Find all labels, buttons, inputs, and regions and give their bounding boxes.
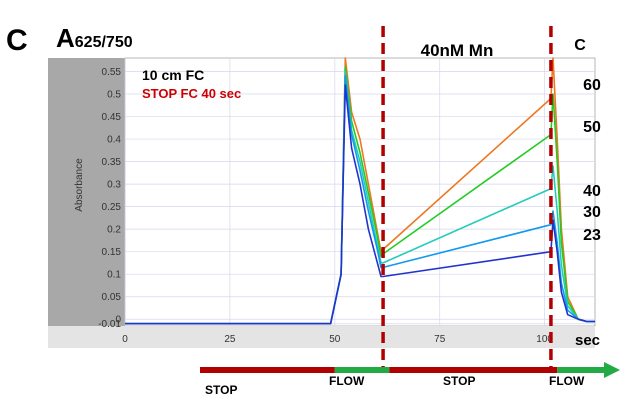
x-tick-labels: 0 25 50 75 100 xyxy=(122,334,553,345)
y-tick-6: 0.25 xyxy=(102,202,122,213)
series-temperature-labels: 60 50 40 30 23 xyxy=(583,77,601,244)
x-tick-3: 75 xyxy=(434,334,446,345)
x-unit-label: sec xyxy=(575,332,600,349)
x-tick-4: 100 xyxy=(536,334,553,345)
gridlines xyxy=(124,58,595,326)
series-line-23 xyxy=(125,84,595,325)
condition-label: 40nM Mn xyxy=(421,41,494,60)
temp-label-23: 23 xyxy=(583,227,601,244)
y-tick-1: 0 xyxy=(115,315,121,326)
y-tick-3: 0.1 xyxy=(107,270,121,281)
x-tick-0: 0 xyxy=(122,334,128,345)
x-axis-panel xyxy=(48,326,595,348)
temp-label-30: 30 xyxy=(583,204,601,221)
y-tick-2: 0.05 xyxy=(102,292,122,303)
y-tick-0: -0.01 xyxy=(98,319,121,330)
phase-label-flow-1: FLOW xyxy=(329,374,365,388)
note-stop-duration: STOP FC 40 sec xyxy=(142,86,241,101)
y-tick-9: 0.4 xyxy=(107,135,121,146)
temperature-header: C xyxy=(574,37,586,54)
temp-label-40: 40 xyxy=(583,183,601,200)
temp-label-50: 50 xyxy=(583,119,601,136)
y-tick-11: 0.5 xyxy=(107,90,121,101)
phase-label-stop-1: STOP xyxy=(205,383,237,397)
x-tick-1: 25 xyxy=(224,334,236,345)
y-tick-12: 0.55 xyxy=(102,67,122,78)
y-tick-7: 0.3 xyxy=(107,180,121,191)
phase-arrow-head xyxy=(604,362,620,378)
note-cell-length: 10 cm FC xyxy=(142,67,204,83)
y-tick-5: 0.2 xyxy=(107,225,121,236)
plot-area xyxy=(124,57,596,327)
panel-label: C xyxy=(6,24,28,57)
a-prefix: A xyxy=(56,23,75,53)
y-tick-8: 0.35 xyxy=(102,157,122,168)
stop-markers xyxy=(381,26,553,372)
y-tick-4: 0.15 xyxy=(102,247,122,258)
y-axis-panel xyxy=(48,58,125,326)
phase-label-flow-2: FLOW xyxy=(549,374,585,388)
absorbance-wavelength-label: A625/750 xyxy=(56,23,133,53)
x-tick-2: 50 xyxy=(329,334,341,345)
y-tick-labels: -0.010 0.05 0.1 0.15 0.2 0.25 0.3 0.35 0.4 0.45 0.… xyxy=(98,67,121,330)
temp-label-60: 60 xyxy=(583,77,601,94)
a-subscript: 625/750 xyxy=(75,34,133,51)
y-tick-10: 0.45 xyxy=(102,112,122,123)
phase-bar xyxy=(200,362,620,378)
y-axis-label: Absorbance xyxy=(74,158,85,212)
phase-label-stop-2: STOP xyxy=(443,374,475,388)
